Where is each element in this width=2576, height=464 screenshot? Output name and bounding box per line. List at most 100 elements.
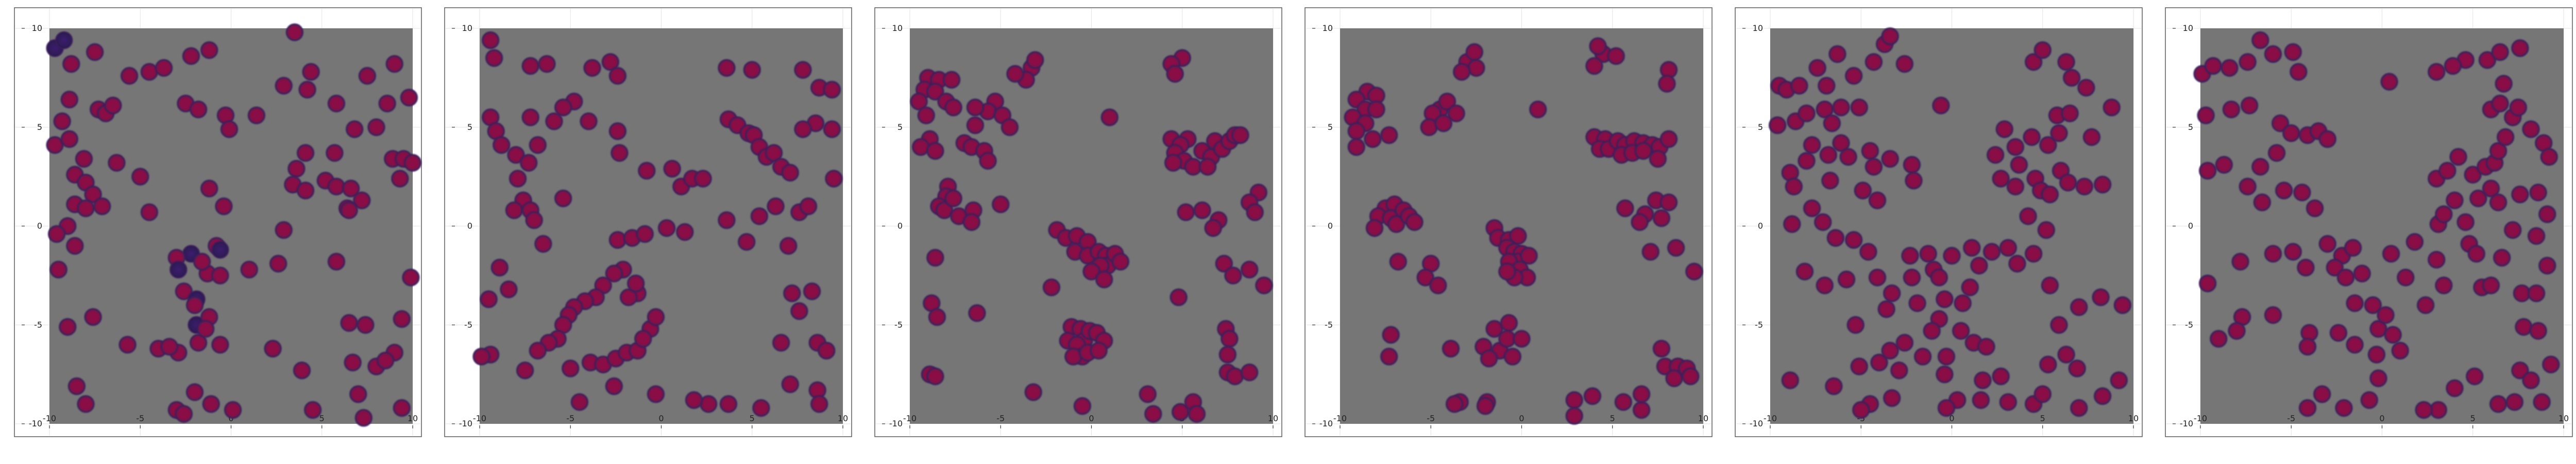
particle-point — [197, 320, 215, 338]
particle-point — [917, 106, 935, 124]
particle-point — [211, 241, 229, 259]
particle-point — [2006, 138, 2024, 156]
particle-point — [823, 120, 841, 138]
particle-point — [1970, 257, 1988, 275]
particle-point — [611, 144, 629, 162]
particle-point — [1814, 213, 1832, 231]
particle-point — [175, 282, 193, 301]
particle-point — [1825, 377, 1843, 395]
particle-point — [1513, 329, 1531, 348]
particle-point — [2228, 322, 2246, 340]
particle-point — [1682, 367, 1700, 386]
particle-point — [1936, 290, 1954, 308]
particle-point — [1364, 130, 1382, 148]
particle-point — [1995, 120, 2013, 138]
particle-point — [1850, 98, 1868, 117]
particle-point — [2057, 53, 2075, 71]
particle-point — [182, 47, 200, 65]
particle-point — [1828, 45, 1846, 63]
x-tick-label: -5 — [2287, 413, 2295, 423]
particle-point — [2041, 186, 2059, 204]
particle-point — [1445, 395, 1464, 413]
particle-point — [1992, 367, 2010, 386]
x-tick-label: 0 — [1519, 413, 1524, 423]
particle-point — [2444, 57, 2462, 75]
particle-point — [1218, 345, 1236, 363]
particle-point — [189, 101, 208, 119]
particle-point — [580, 112, 598, 130]
particle-point — [2482, 179, 2500, 197]
particle-point — [1982, 243, 2001, 261]
particle-point — [472, 347, 490, 366]
particle-point — [2251, 31, 2269, 49]
y-tick-label: 0 — [467, 221, 472, 231]
particle-point — [2428, 63, 2446, 81]
particle-point — [2008, 255, 2026, 273]
particle-point — [509, 170, 527, 188]
particle-point — [1442, 340, 1460, 358]
particle-point — [926, 82, 944, 101]
particle-point — [2511, 39, 2529, 57]
particle-point — [2469, 189, 2487, 207]
particle-point — [529, 136, 547, 154]
particle-point — [520, 154, 538, 172]
particle-point — [1883, 284, 1901, 303]
particle-point — [1204, 219, 1222, 237]
particle-point — [1476, 397, 1495, 415]
particle-point — [794, 61, 812, 79]
particle-point — [2367, 345, 2386, 363]
particle-point — [719, 395, 738, 413]
particle-point — [1658, 75, 1676, 93]
particle-point — [1868, 191, 1887, 209]
particle-point — [327, 253, 346, 271]
particle-point — [823, 80, 841, 98]
particle-point — [93, 197, 111, 216]
particle-point — [2063, 69, 2081, 87]
particle-point — [1974, 371, 1992, 389]
y-tick-label: -5 — [464, 320, 472, 329]
particle-point — [1246, 203, 1264, 221]
particle-point — [2538, 205, 2556, 223]
particle-point — [1024, 383, 1042, 401]
particle-point — [1952, 322, 1970, 340]
particle-point — [979, 152, 997, 170]
particle-point — [2449, 148, 2467, 166]
particle-point — [2061, 104, 2079, 123]
particle-point — [170, 260, 188, 278]
particle-point — [493, 136, 511, 154]
particle-point — [1382, 326, 1400, 344]
particle-point — [2019, 207, 2037, 225]
particle-point — [647, 385, 665, 403]
particle-point — [1930, 269, 1948, 287]
particle-point — [1387, 215, 1405, 233]
particle-point — [1583, 387, 1602, 405]
particle-point — [608, 122, 627, 140]
particle-point — [2039, 136, 2057, 154]
particle-point — [2495, 75, 2513, 93]
y-tick-label: -5 — [894, 320, 903, 329]
particle-point — [1795, 262, 1814, 280]
particle-point — [2353, 264, 2371, 283]
particle-point — [53, 112, 71, 130]
particle-point — [1144, 405, 1162, 423]
particle-point — [636, 225, 654, 243]
particle-point — [200, 179, 218, 197]
particle-point — [1905, 172, 1923, 190]
particle-point — [779, 237, 798, 255]
particle-point — [490, 258, 509, 277]
particle-point — [781, 163, 799, 182]
particle-point — [1877, 300, 1895, 318]
particle-point — [2275, 181, 2293, 200]
particle-point — [1865, 53, 1883, 71]
particle-point — [750, 207, 768, 225]
particle-point — [296, 181, 315, 200]
particle-point — [175, 405, 193, 423]
particle-point — [1895, 334, 1913, 352]
particle-point — [529, 341, 547, 360]
particle-point — [1954, 294, 1972, 312]
particle-point — [60, 90, 78, 109]
particle-point — [608, 67, 627, 85]
particle-point — [2204, 57, 2222, 75]
particle-point — [1255, 276, 1273, 294]
particle-point — [1832, 134, 1850, 152]
